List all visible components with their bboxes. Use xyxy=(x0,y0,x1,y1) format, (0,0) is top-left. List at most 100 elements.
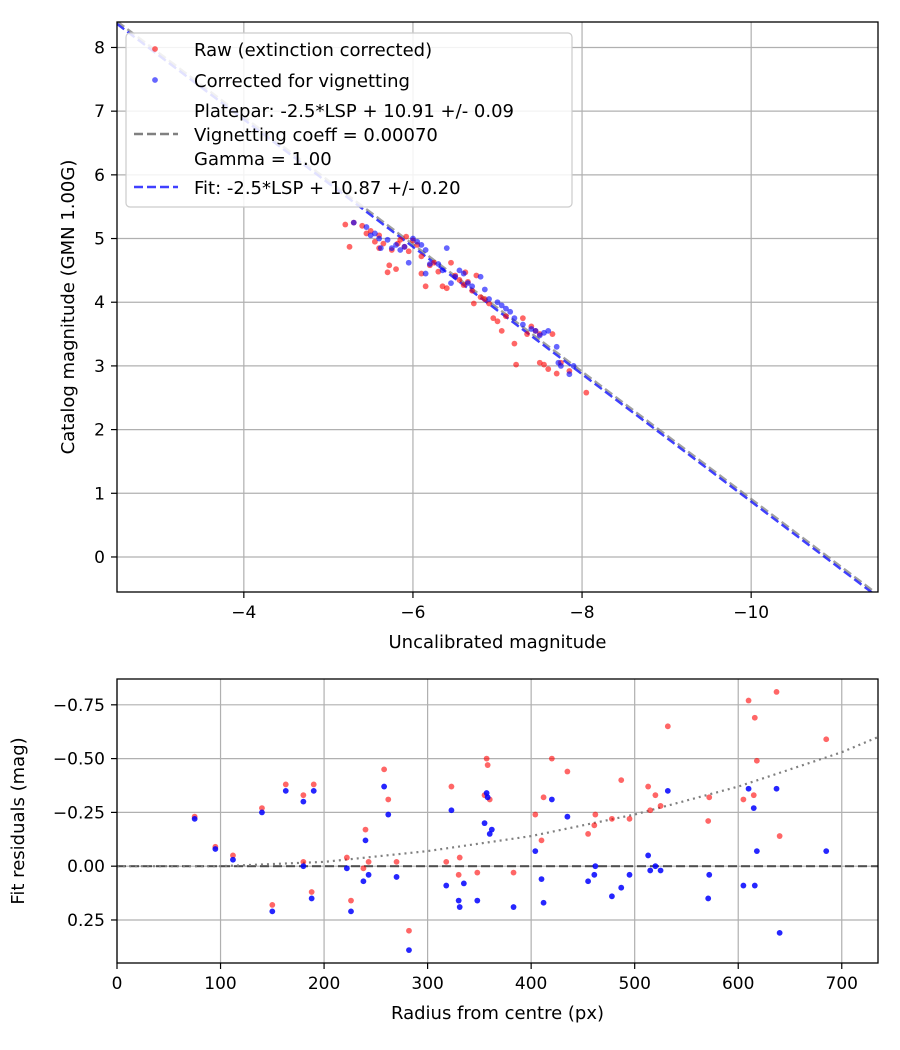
corrected-point xyxy=(384,236,391,243)
corrected-point xyxy=(532,327,539,334)
corrected-point xyxy=(553,343,560,350)
raw-point xyxy=(609,815,615,822)
legend-raw-marker xyxy=(152,46,158,52)
raw-point xyxy=(393,858,400,865)
legend-platepar-label: Gamma = 1.00 xyxy=(194,149,332,170)
corrected-point xyxy=(377,245,384,251)
corrected-point xyxy=(592,863,599,870)
raw-point xyxy=(393,266,399,273)
raw-point xyxy=(583,389,590,396)
corrected-point xyxy=(647,867,654,874)
raw-point xyxy=(367,227,374,234)
raw-point xyxy=(618,777,625,784)
corrected-point xyxy=(664,787,671,794)
corrected-point xyxy=(422,270,429,277)
x-axis-title: Uncalibrated magnitude xyxy=(388,632,606,653)
corrected-point xyxy=(460,880,467,887)
corrected-point xyxy=(486,296,492,302)
raw-point xyxy=(513,361,520,368)
corrected-point xyxy=(435,261,442,267)
corrected-point xyxy=(503,305,509,312)
raw-point xyxy=(548,755,555,762)
corrected-point xyxy=(507,308,514,315)
x-tick-label: −8 xyxy=(570,603,595,623)
corrected-point xyxy=(310,787,317,794)
corrected-point xyxy=(259,809,265,816)
raw-point xyxy=(532,811,539,818)
raw-point xyxy=(510,869,517,876)
corrected-point xyxy=(538,876,545,882)
corrected-point xyxy=(393,242,399,248)
corrected-point xyxy=(385,811,392,818)
x-tick-label: 100 xyxy=(204,974,236,994)
corrected-point xyxy=(740,882,747,889)
raw-point xyxy=(740,796,747,803)
raw-point xyxy=(745,697,752,704)
raw-point xyxy=(564,768,571,775)
x-tick-label: 300 xyxy=(411,974,443,994)
x-axis-title: Radius from centre (px) xyxy=(391,1003,604,1024)
raw-point xyxy=(448,259,454,266)
raw-point xyxy=(705,818,712,824)
corrected-point xyxy=(570,363,577,369)
raw-point xyxy=(823,736,830,743)
corrected-point xyxy=(343,865,350,872)
corrected-point xyxy=(657,867,664,874)
corrected-point xyxy=(191,815,198,822)
raw-point xyxy=(443,285,450,292)
y-axis-title: Fit residuals (mag) xyxy=(8,737,29,904)
corrected-series xyxy=(191,783,830,953)
raw-point xyxy=(456,277,463,283)
raw-point xyxy=(541,361,547,368)
y-tick-label: 6 xyxy=(94,166,105,186)
raw-point xyxy=(652,792,659,799)
raw-point xyxy=(776,833,783,839)
raw-point xyxy=(750,792,757,799)
raw-series xyxy=(191,689,830,934)
corrected-point xyxy=(564,813,571,820)
corrected-point xyxy=(566,371,573,378)
raw-point xyxy=(591,822,598,829)
legend: Raw (extinction corrected) Corrected for … xyxy=(125,32,573,208)
grid xyxy=(116,679,878,963)
corrected-point xyxy=(481,820,488,827)
raw-point xyxy=(381,766,388,773)
raw-point xyxy=(498,327,505,334)
corrected-point xyxy=(618,884,625,891)
corrected-point xyxy=(548,796,555,803)
raw-point xyxy=(346,243,353,250)
plot-frame xyxy=(116,678,879,964)
raw-point xyxy=(384,269,391,276)
corrected-point xyxy=(753,848,760,855)
corrected-point xyxy=(350,219,357,226)
raw-point xyxy=(386,262,393,269)
raw-point xyxy=(405,248,412,255)
raw-point xyxy=(282,781,289,788)
raw-point xyxy=(371,238,378,245)
corrected-point xyxy=(410,235,416,242)
corrected-point xyxy=(532,848,539,855)
raw-point xyxy=(486,300,492,307)
raw-point xyxy=(503,313,509,320)
raw-point xyxy=(443,858,450,865)
raw-point xyxy=(706,794,713,801)
raw-point xyxy=(362,826,369,833)
y-tick-label: 1 xyxy=(94,484,105,504)
corrected-point xyxy=(448,807,455,814)
x-tick-label: 700 xyxy=(826,974,858,994)
raw-point xyxy=(549,331,556,337)
corrected-point xyxy=(376,235,383,242)
corrected-point xyxy=(477,273,484,280)
corrected-point xyxy=(609,893,615,900)
corrected-point xyxy=(558,363,564,369)
raw-point xyxy=(773,689,780,695)
residuals-chart: 0 100 200 300 400 500 600 700 0.25 0.00 −0.25 −0.50… xyxy=(8,678,879,1024)
corrected-point xyxy=(401,243,408,250)
legend-raw-label: Raw (extinction corrected) xyxy=(194,40,432,61)
corrected-point xyxy=(363,224,370,230)
corrected-point xyxy=(443,882,450,889)
corrected-point xyxy=(348,908,354,915)
y-tick-label: 0 xyxy=(94,548,105,568)
raw-point xyxy=(645,783,652,790)
